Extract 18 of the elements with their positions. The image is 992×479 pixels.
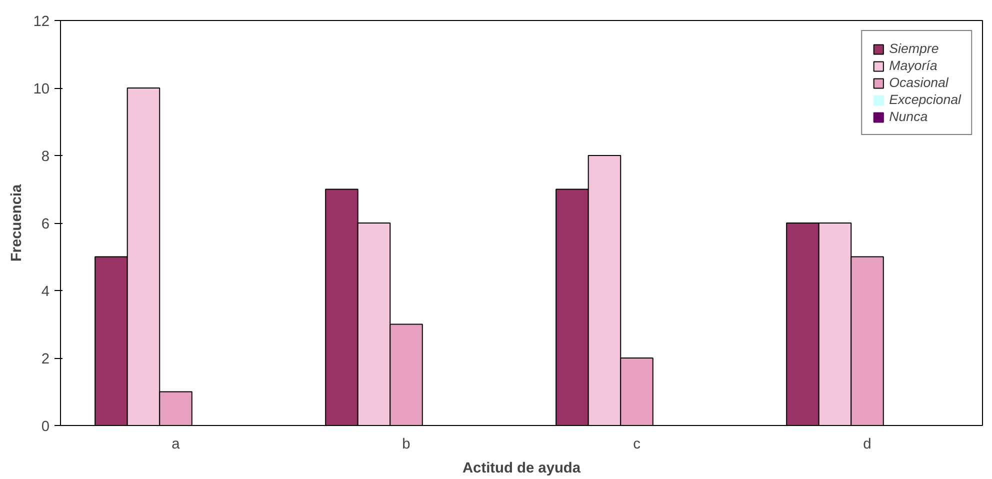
legend-label: Mayoría [889,58,938,73]
y-tick-label: 8 [41,149,50,165]
y-tick-label: 4 [41,284,50,300]
x-axis-title: Actitud de ayuda [462,460,582,476]
legend-label: Excepcional [889,92,961,107]
x-tick-label: c [633,436,640,452]
y-tick-label: 2 [41,352,50,368]
y-tick-label: 6 [41,216,50,232]
legend-label: Ocasional [889,75,948,90]
y-tick-label: 12 [33,14,50,30]
y-tick-label: 0 [41,419,50,435]
y-axis-title: Frecuencia [9,183,26,262]
legend-label: Nunca [889,109,928,124]
x-tick-label: a [172,436,181,452]
x-tick-label: d [863,436,872,452]
legend-label: Siempre [889,41,939,56]
x-tick-label: b [402,436,410,452]
y-tick-label: 10 [33,82,50,98]
